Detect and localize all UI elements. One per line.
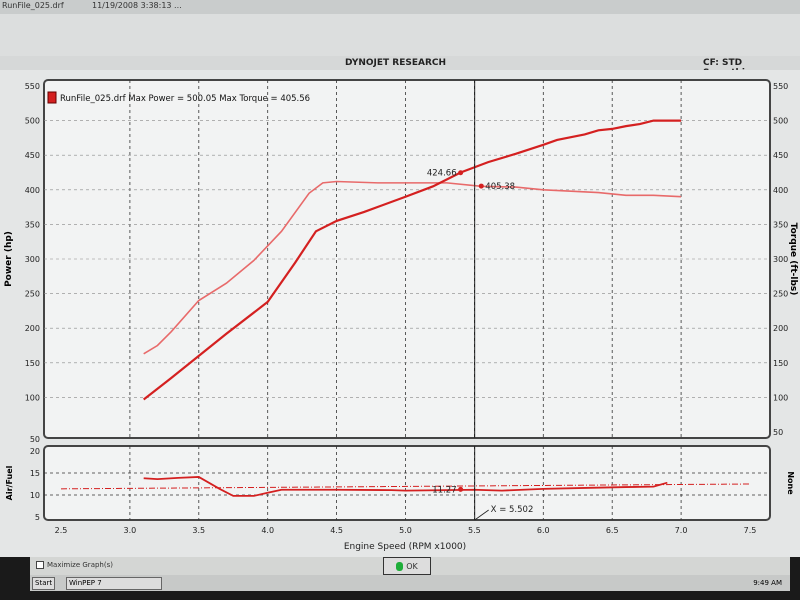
y2-tick-label: 500 xyxy=(773,117,788,126)
y-tick-label: 100 xyxy=(25,393,40,402)
power-line xyxy=(143,119,682,401)
y2-tick-label: 100 xyxy=(773,393,788,402)
y-tick-label: 150 xyxy=(25,359,40,368)
y2-axis-label: Torque (ft-lbs) xyxy=(788,223,798,296)
afr-tick-label: 10 xyxy=(30,491,40,500)
ok-button[interactable]: OK xyxy=(383,557,431,575)
afr-top-tick: 50 xyxy=(30,435,40,444)
afr-reference-line xyxy=(60,483,751,490)
marker-point xyxy=(478,183,484,189)
y-tick-label: 200 xyxy=(25,324,40,333)
y2-tick-label: 200 xyxy=(773,324,788,333)
graph-footer: Maximize Graph(s) OK xyxy=(30,557,790,575)
cursor-leader xyxy=(474,509,489,521)
afr-axis-label: Air/Fuel xyxy=(5,465,14,500)
y2-tick-label: 400 xyxy=(773,186,788,195)
x-axis-label: Engine Speed (RPM x1000) xyxy=(344,542,466,552)
marker-point xyxy=(458,486,464,492)
x-tick-label: 6.0 xyxy=(537,526,550,535)
file-name: RunFile_025.drf xyxy=(2,1,64,10)
start-button[interactable]: Start xyxy=(32,577,56,590)
taskbar: Start WinPEP 7 9:49 AM xyxy=(30,575,790,591)
y2-tick-label: 550 xyxy=(773,82,788,91)
afr-tick-label: 5 xyxy=(35,513,40,522)
file-date: 11/19/2008 3:38:13 ... xyxy=(92,1,182,10)
x-tick-label: 5.5 xyxy=(468,526,481,535)
x-tick-label: 3.0 xyxy=(124,526,137,535)
x-tick-label: 4.5 xyxy=(330,526,343,535)
marker-label: 405.38 xyxy=(485,182,515,192)
afr-tick-label: 20 xyxy=(30,447,40,456)
ok-icon xyxy=(396,561,404,571)
maximize-label: Maximize Graph(s) xyxy=(47,561,113,569)
x-tick-label: 7.5 xyxy=(744,526,757,535)
x-tick-label: 4.0 xyxy=(261,526,274,535)
torque-line xyxy=(143,180,682,355)
marker-point xyxy=(458,170,464,176)
y2-tick-label: 150 xyxy=(773,359,788,368)
x-tick-label: 5.0 xyxy=(399,526,412,535)
y-tick-label: 450 xyxy=(25,151,40,160)
graph-title: DYNOJET RESEARCH xyxy=(345,58,447,68)
afr-plot-area xyxy=(43,445,771,521)
taskbar-app-winpep[interactable]: WinPEP 7 xyxy=(66,577,162,590)
y2-tick-label: 250 xyxy=(773,290,788,299)
x-tick-label: 6.5 xyxy=(606,526,619,535)
clock: 9:49 AM xyxy=(753,579,782,587)
y-tick-label: 300 xyxy=(25,255,40,264)
marker-label: 424.66 xyxy=(427,169,457,179)
legend-swatch xyxy=(47,91,57,104)
x-tick-label: 2.5 xyxy=(55,526,68,535)
y2-tick-label: 300 xyxy=(773,255,788,264)
y-tick-label: 350 xyxy=(25,220,40,229)
marker-label: 11.27 xyxy=(432,485,456,495)
afr-tick-label: 15 xyxy=(30,469,40,478)
maximize-checkbox[interactable] xyxy=(36,561,44,569)
y-tick-label: 400 xyxy=(25,186,40,195)
y-axis-label: Power (hp) xyxy=(4,231,14,287)
y-tick-label: 550 xyxy=(25,82,40,91)
y2-tick-label: 350 xyxy=(773,220,788,229)
afr-y2-label: None xyxy=(786,471,795,495)
y2-tick-label: 450 xyxy=(773,151,788,160)
file-list-row[interactable]: RunFile_025.drf 11/19/2008 3:38:13 ... xyxy=(0,0,800,14)
y-tick-label: 500 xyxy=(25,117,40,126)
y-tick-label: 250 xyxy=(25,290,40,299)
legend-text: RunFile_025.drf Max Power = 500.05 Max T… xyxy=(60,94,310,104)
afr-line xyxy=(143,476,668,497)
x-tick-label: 7.0 xyxy=(675,526,688,535)
ok-label: OK xyxy=(406,561,418,571)
y2-tick-label: 50 xyxy=(773,428,783,437)
x-tick-label: 3.5 xyxy=(192,526,205,535)
cursor-readout: X = 5.502 xyxy=(491,505,534,515)
